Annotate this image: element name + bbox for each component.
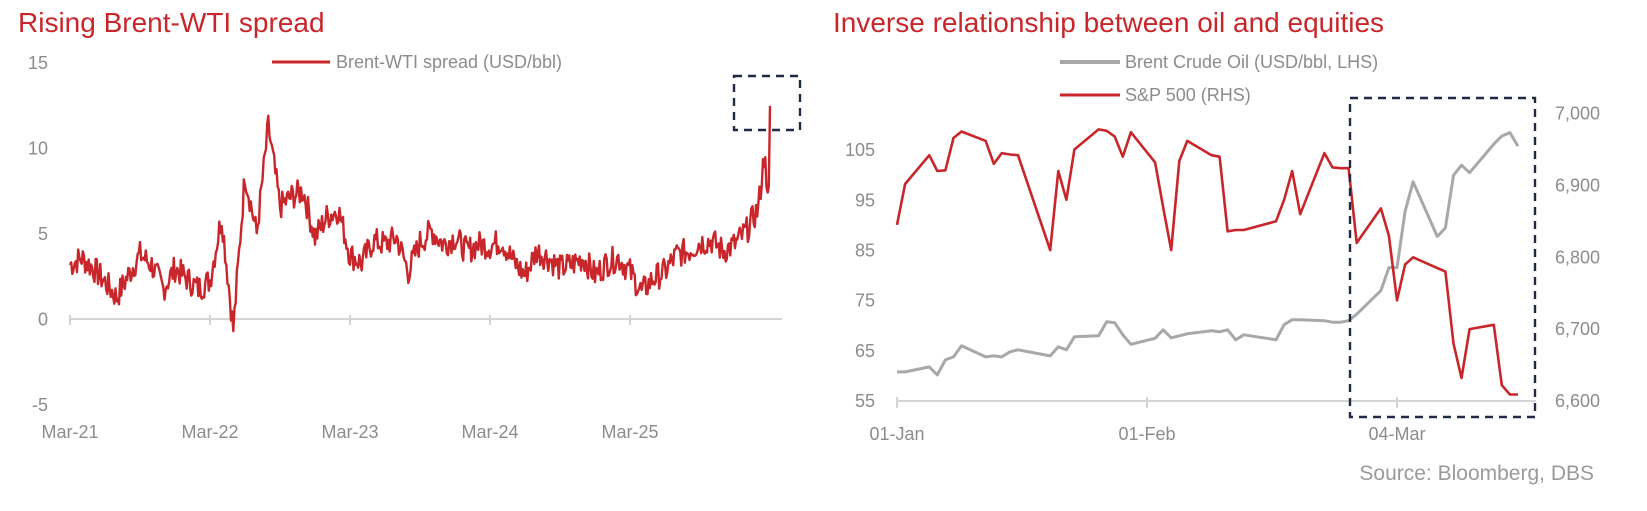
spread-y-tick: 15 [28,53,48,73]
spx-y-tick: 7,000 [1555,104,1600,124]
spx-series-line [895,128,1518,396]
spx-y-tick: 6,800 [1555,247,1600,267]
spread-y-tick: -5 [32,395,48,415]
spx-y-tick: 6,700 [1555,319,1600,339]
oil-equities-chart-title: Inverse relationship between oil and equ… [833,7,1384,38]
spread-y-tick: 10 [28,139,48,159]
oil-y-tick: 55 [855,391,875,411]
oil-equities-x-tick: 04-Mar [1368,424,1425,444]
spread-x-tick: Mar-21 [41,422,98,442]
spx-y-tick: 6,900 [1555,175,1600,195]
spread-legend-label: Brent-WTI spread (USD/bbl) [336,52,562,72]
spread-x-tick: Mar-24 [461,422,518,442]
oil-left-y-axis: 105 95 85 75 65 55 [845,140,875,411]
oil-y-tick: 75 [855,291,875,311]
spread-x-tick: Mar-23 [321,422,378,442]
spread-chart-title: Rising Brent-WTI spread [18,7,325,38]
oil-y-tick: 105 [845,140,875,160]
source-note: Source: Bloomberg, DBS [1359,462,1594,485]
spread-highlight-box [732,74,802,132]
spread-x-tick: Mar-25 [601,422,658,442]
oil-equities-x-tick: 01-Jan [869,424,924,444]
oil-equities-x-axis: 01-Jan 01-Feb 04-Mar [869,397,1426,444]
oil-equities-highlight-box [1348,96,1537,419]
spx-right-y-axis: 7,000 6,900 6,800 6,700 6,600 [1555,104,1600,411]
spread-y-tick: 5 [38,224,48,244]
oil-equities-chart: Inverse relationship between oil and equ… [833,7,1600,444]
brent-series-line [897,131,1520,377]
brent-legend-label: Brent Crude Oil (USD/bbl, LHS) [1125,52,1378,72]
oil-equities-legend: Brent Crude Oil (USD/bbl, LHS) S&P 500 (… [1060,52,1378,105]
spread-series-line [68,105,772,333]
spread-chart: Rising Brent-WTI spread Brent-WTI spread… [18,7,802,442]
oil-equities-x-tick: 01-Feb [1118,424,1175,444]
spx-legend-label: S&P 500 (RHS) [1125,85,1251,105]
spread-legend: Brent-WTI spread (USD/bbl) [272,52,562,72]
oil-y-tick: 95 [855,190,875,210]
spread-x-axis: Mar-21 Mar-22 Mar-23 Mar-24 Mar-25 [41,315,659,442]
spread-y-axis: 15 10 5 0 -5 [28,53,48,415]
oil-y-tick: 65 [855,341,875,361]
oil-y-tick: 85 [855,241,875,261]
spread-y-tick: 0 [38,310,48,330]
spread-x-tick: Mar-22 [181,422,238,442]
spx-y-tick: 6,600 [1555,391,1600,411]
